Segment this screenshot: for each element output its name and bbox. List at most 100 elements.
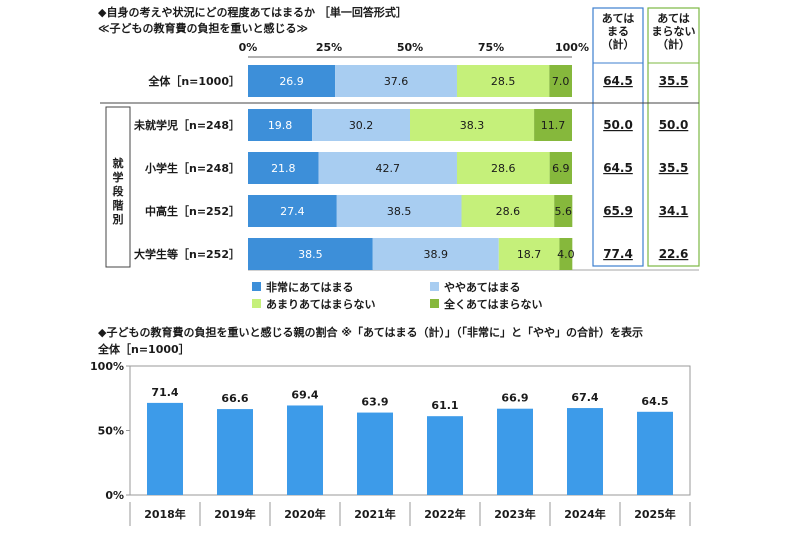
bar-value-label: 38.5: [387, 205, 412, 218]
bar-value-label: 28.6: [491, 162, 516, 175]
disagree-total-value: 35.5: [659, 74, 689, 88]
bar-segment: [461, 195, 555, 227]
bar-segment: [318, 152, 457, 184]
bar-value-label: 42.7: [376, 162, 401, 175]
year-value-label: 69.4: [291, 388, 318, 401]
agree-total-value: 64.5: [603, 161, 633, 175]
disagree-header-text: まらない: [652, 25, 696, 38]
legend-swatch: [430, 282, 439, 291]
bar-value-label: 37.6: [384, 75, 409, 88]
agree-total-box: [592, 7, 644, 267]
bar-value-label: 5.6: [555, 205, 573, 218]
disagree-total-value: 50.0: [659, 118, 689, 132]
year-bar: [287, 405, 323, 495]
year-bar: [427, 416, 463, 495]
row-label: 中高生［n=252］: [145, 204, 240, 218]
group-bracket: [105, 106, 131, 268]
bar-segment: [554, 195, 573, 227]
legend-swatch: [252, 282, 261, 291]
group-label-char: 階: [113, 198, 124, 212]
bar-segment: [248, 65, 336, 97]
year-value-label: 66.6: [221, 392, 248, 405]
x-tick-label: 75%: [478, 41, 504, 54]
x-tick-label: 25%: [316, 41, 342, 54]
legend-label: ややあてはまる: [444, 281, 521, 294]
row-label: 小学生［n=248］: [144, 161, 240, 175]
bar-value-label: 7.0: [552, 75, 570, 88]
question-item: ≪子どもの教育費の負担を重いと感じる≫: [98, 22, 309, 35]
disagree-total-value: 22.6: [659, 247, 689, 261]
y-tick-label: 0%: [105, 489, 124, 502]
question-title: ◆自身の考えや状況にどの程度あてはまるか ［単一回答形式］: [98, 6, 407, 19]
bar-value-label: 18.7: [517, 248, 542, 261]
bar-segment: [335, 65, 457, 97]
bar-segment: [248, 109, 313, 141]
year-value-label: 67.4: [571, 391, 598, 404]
bar-value-label: 4.0: [557, 248, 575, 261]
year-category-label: 2020年: [284, 507, 326, 521]
bar-segment: [248, 195, 337, 227]
trend-title: ◆子どもの教育費の負担を重いと感じる親の割合 ※「あてはまる（計）」（「非常に」…: [98, 326, 644, 339]
row-label: 未就学児［n=248］: [133, 118, 240, 132]
year-category-label: 2021年: [354, 507, 396, 521]
group-label-char: 学: [113, 170, 124, 184]
agree-total-value: 64.5: [603, 74, 633, 88]
agree-header-text: あては: [602, 12, 635, 25]
bar-segment: [549, 65, 572, 97]
bar-segment: [549, 152, 572, 184]
bar-segment: [559, 238, 573, 270]
bar-value-label: 28.5: [491, 75, 516, 88]
year-value-label: 66.9: [501, 392, 528, 405]
bar-value-label: 38.3: [460, 119, 485, 132]
agree-header-text: （計）: [602, 37, 635, 51]
disagree-total-value: 35.5: [659, 161, 689, 175]
row-label: 大学生等［n=252］: [134, 247, 240, 261]
disagree-header-text: あては: [657, 12, 690, 25]
group-label-char: 別: [112, 212, 124, 226]
x-tick-label: 0%: [239, 41, 258, 54]
bar-value-label: 26.9: [279, 75, 304, 88]
year-category-label: 2023年: [494, 507, 536, 521]
agree-total-value: 65.9: [603, 204, 633, 218]
x-tick-label: 100%: [555, 41, 589, 54]
bar-segment: [248, 238, 373, 270]
trend-subtitle: 全体［n=1000］: [98, 343, 190, 356]
bar-value-label: 21.8: [271, 162, 296, 175]
bar-value-label: 11.7: [541, 119, 566, 132]
year-category-label: 2022年: [424, 507, 466, 521]
year-bar: [637, 411, 673, 495]
y-tick-label: 50%: [98, 425, 124, 438]
year-value-label: 64.5: [641, 395, 668, 408]
year-category-label: 2019年: [214, 507, 256, 521]
year-bar: [357, 412, 393, 495]
bar-segment: [312, 109, 410, 141]
bar-segment: [410, 109, 535, 141]
agree-header-text: まる: [607, 25, 629, 38]
bar-value-label: 38.5: [298, 248, 323, 261]
legend-swatch: [252, 299, 261, 308]
bar-segment: [456, 65, 550, 97]
bar-value-label: 27.4: [280, 205, 305, 218]
year-bar: [497, 408, 533, 495]
plot-frame: [129, 365, 691, 496]
bar-segment: [248, 152, 319, 184]
bar-value-label: 38.9: [424, 248, 449, 261]
year-value-label: 63.9: [361, 396, 388, 409]
disagree-total-box: [647, 7, 700, 267]
agree-total-value: 77.4: [603, 247, 633, 261]
year-value-label: 71.4: [151, 386, 178, 399]
bar-segment: [372, 238, 499, 270]
year-bar: [567, 408, 603, 495]
year-category-label: 2024年: [564, 507, 606, 521]
bar-segment: [498, 238, 560, 270]
row-label: 全体［n=1000］: [147, 74, 240, 88]
legend-label: あまりあてはまらない: [266, 298, 376, 311]
bar-value-label: 30.2: [349, 119, 374, 132]
bar-segment: [456, 152, 550, 184]
legend-label: 非常にあてはまる: [266, 280, 354, 294]
year-category-label: 2018年: [144, 507, 186, 521]
bar-value-label: 6.9: [552, 162, 570, 175]
bar-segment: [534, 109, 572, 141]
group-label-char: 段: [113, 184, 124, 198]
group-label-char: 就: [113, 156, 124, 170]
